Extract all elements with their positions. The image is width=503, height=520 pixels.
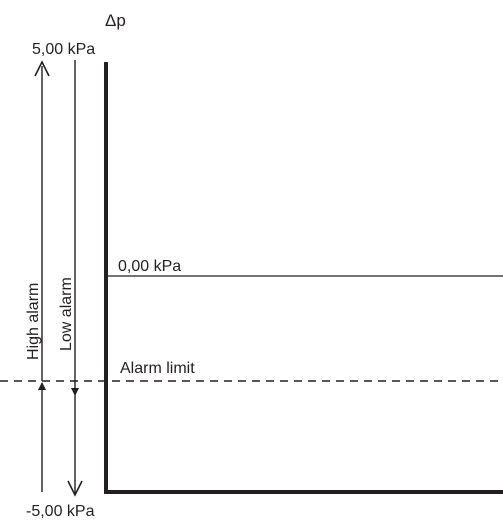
low-alarm-bottom-arrowhead bbox=[67, 480, 83, 497]
high-alarm-top-arrowhead bbox=[34, 60, 50, 77]
top-value-label: 5,00 kPa bbox=[32, 41, 95, 58]
low-alarm-label: Low alarm bbox=[58, 277, 75, 351]
bottom-value-label: -5,00 kPa bbox=[26, 503, 95, 520]
alarm-limit-label: Alarm limit bbox=[120, 360, 195, 377]
zero-line-label: 0,00 kPa bbox=[118, 258, 181, 275]
axis-symbol: Δp bbox=[105, 11, 126, 30]
high-alarm-label: High alarm bbox=[25, 283, 42, 360]
